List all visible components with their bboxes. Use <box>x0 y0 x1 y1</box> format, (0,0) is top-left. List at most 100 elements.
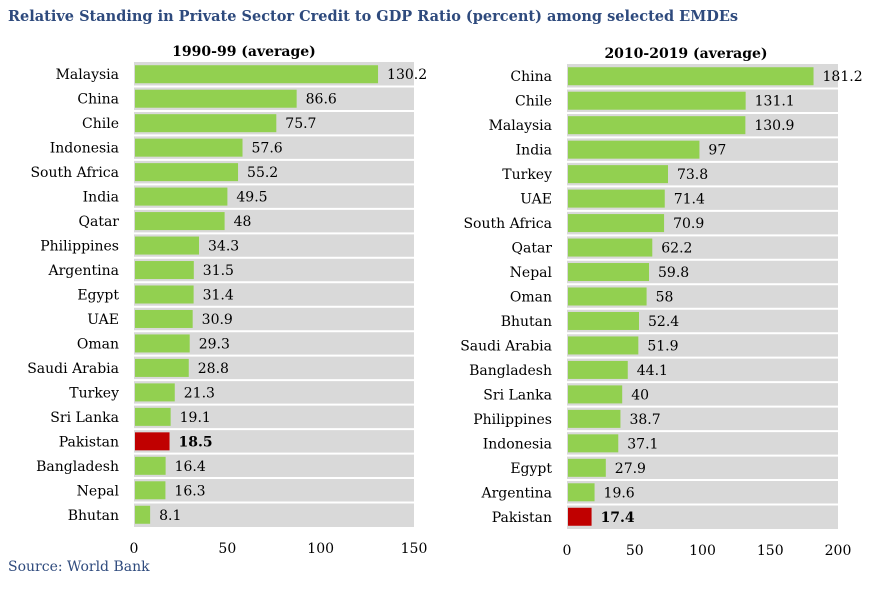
value-label: 37.1 <box>627 436 658 452</box>
bar <box>135 138 243 157</box>
category-label: Argentina <box>47 263 119 279</box>
value-label: 130.2 <box>387 67 427 83</box>
value-label: 73.8 <box>677 167 708 183</box>
bar <box>135 236 200 255</box>
value-label: 18.5 <box>179 434 213 450</box>
category-label: Bhutan <box>68 508 119 524</box>
category-label: Chile <box>515 94 552 110</box>
value-label: 70.9 <box>673 216 704 232</box>
value-label: 57.6 <box>252 141 283 157</box>
bar <box>135 187 228 206</box>
bar <box>568 409 621 428</box>
category-label: Egypt <box>510 461 552 477</box>
value-label: 19.6 <box>604 485 635 501</box>
value-label: 19.1 <box>180 410 211 426</box>
value-label: 27.9 <box>615 461 646 477</box>
value-label: 181.2 <box>823 69 863 85</box>
bar <box>568 214 665 233</box>
bar <box>568 360 628 379</box>
x-tick-label: 100 <box>689 543 716 559</box>
value-label: 34.3 <box>208 239 239 255</box>
bar <box>135 358 189 377</box>
x-tick-label: 150 <box>757 543 784 559</box>
category-label: Qatar <box>79 214 120 230</box>
value-label: 16.4 <box>175 459 206 475</box>
category-label: UAE <box>520 192 552 208</box>
value-label: 58 <box>656 290 674 306</box>
bar <box>135 505 151 524</box>
bar <box>135 261 194 280</box>
category-label: Turkey <box>69 385 119 401</box>
category-label: Egypt <box>77 288 119 304</box>
bar <box>568 336 639 355</box>
category-label: Oman <box>510 290 552 306</box>
category-label: South Africa <box>463 216 552 232</box>
category-label: Bhutan <box>501 314 552 330</box>
category-label: South Africa <box>30 165 119 181</box>
category-label: Indonesia <box>483 436 552 452</box>
category-label: Bangladesh <box>469 363 552 379</box>
bar <box>568 116 746 135</box>
value-label: 71.4 <box>674 192 705 208</box>
bar <box>135 383 175 402</box>
bar <box>135 481 166 500</box>
value-label: 8.1 <box>159 508 181 524</box>
category-label: India <box>516 143 552 159</box>
value-label: 16.3 <box>174 483 205 499</box>
category-label: Philippines <box>40 239 119 255</box>
chart-title: Relative Standing in Private Sector Cred… <box>8 8 739 25</box>
x-tick-label: 150 <box>401 541 428 557</box>
value-label: 130.9 <box>754 118 794 134</box>
bar <box>568 311 640 330</box>
category-label: Philippines <box>473 412 552 428</box>
value-label: 38.7 <box>629 412 660 428</box>
value-label: 31.5 <box>203 263 234 279</box>
x-tick-label: 200 <box>825 543 852 559</box>
category-label: China <box>510 69 552 85</box>
category-label: Bangladesh <box>36 459 119 475</box>
bar-highlight <box>135 432 170 451</box>
value-label: 59.8 <box>658 265 689 281</box>
x-tick-label: 50 <box>218 541 236 557</box>
value-label: 28.8 <box>198 361 229 377</box>
category-label: Oman <box>77 336 119 352</box>
value-label: 44.1 <box>637 363 668 379</box>
bar <box>568 287 647 306</box>
category-label: Pakistan <box>492 510 552 526</box>
category-label: Nepal <box>77 483 120 499</box>
bar <box>135 65 379 84</box>
category-label: Saudi Arabia <box>460 338 552 354</box>
bar <box>568 189 665 208</box>
bar <box>135 334 190 353</box>
bar <box>568 458 606 477</box>
bar <box>135 285 194 304</box>
bar <box>568 483 595 502</box>
value-label: 40 <box>631 387 649 403</box>
category-label: China <box>77 92 119 108</box>
value-label: 55.2 <box>247 165 278 181</box>
category-label: Qatar <box>512 241 553 257</box>
category-label: Sri Lanka <box>50 410 119 426</box>
bar <box>135 114 277 133</box>
value-label: 75.7 <box>285 116 316 132</box>
bar <box>135 89 297 108</box>
category-label: Malaysia <box>56 67 119 83</box>
bar <box>135 309 193 328</box>
x-tick-label: 50 <box>626 543 644 559</box>
bar <box>568 263 650 282</box>
x-tick-label: 0 <box>130 541 139 557</box>
source-note: Source: World Bank <box>8 559 150 575</box>
bar-highlight <box>568 507 592 526</box>
value-label: 31.4 <box>203 288 234 304</box>
value-label: 48 <box>234 214 252 230</box>
value-label: 97 <box>708 143 726 159</box>
bar <box>568 238 653 257</box>
x-tick-label: 100 <box>307 541 334 557</box>
value-label: 21.3 <box>184 385 215 401</box>
value-label: 52.4 <box>648 314 679 330</box>
value-label: 30.9 <box>202 312 233 328</box>
bar <box>135 456 166 475</box>
bar <box>568 67 814 86</box>
bar <box>568 434 619 453</box>
